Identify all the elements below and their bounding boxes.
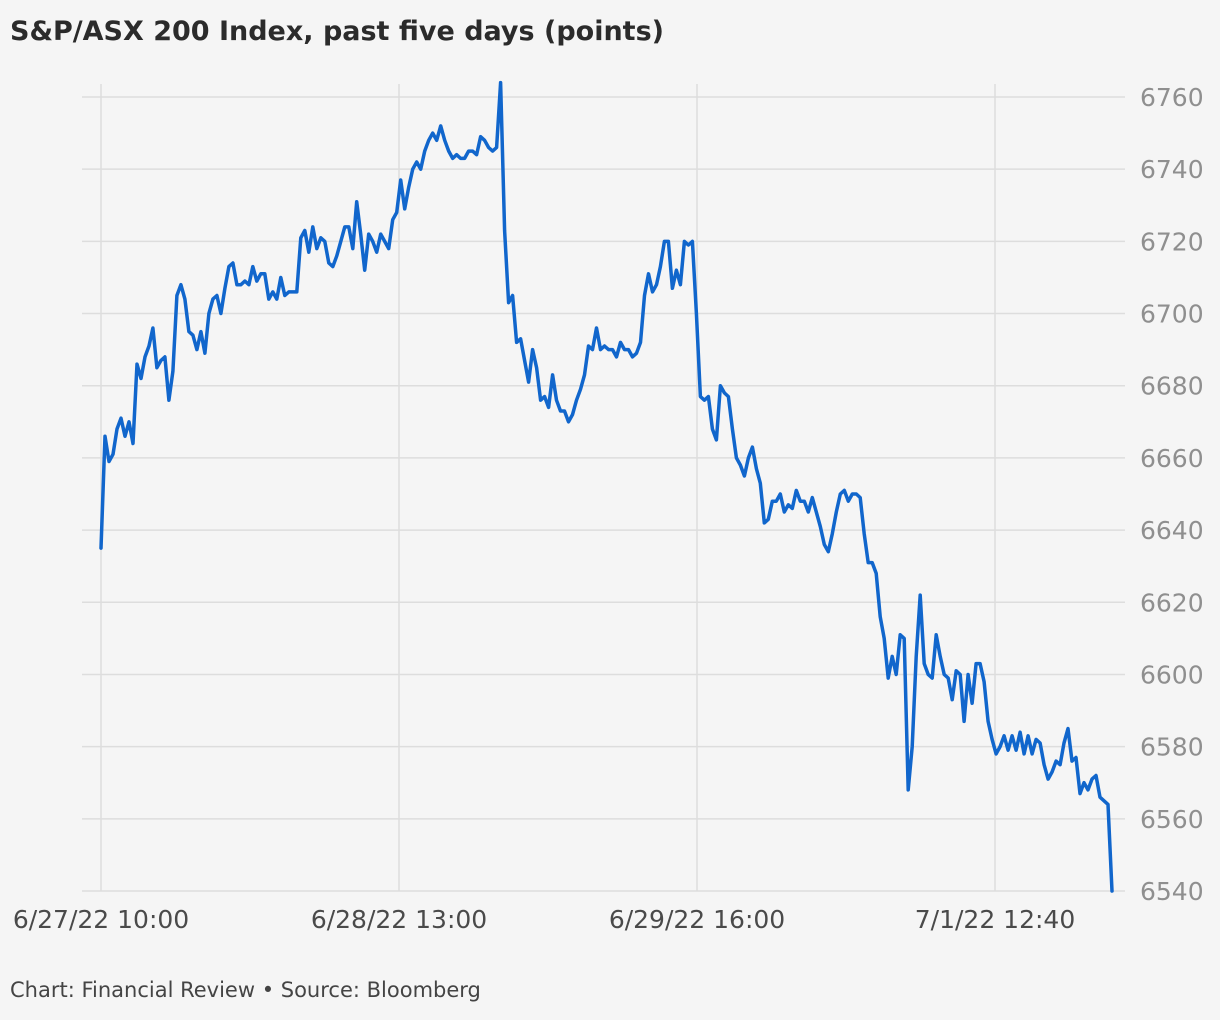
y-tick-label: 6740 — [1140, 155, 1204, 184]
y-tick-label: 6620 — [1140, 588, 1204, 617]
x-axis-ticks: 6/27/22 10:00 6/28/22 13:00 6/29/22 16:00 7… — [13, 905, 1075, 934]
y-tick-label: 6680 — [1140, 372, 1204, 401]
chart-title: S&P/ASX 200 Index, past five days (point… — [10, 16, 664, 47]
grid-lines — [82, 84, 1125, 892]
y-tick-label: 6580 — [1140, 733, 1204, 762]
x-tick-label: 6/29/22 16:00 — [609, 905, 785, 934]
y-tick-label: 6600 — [1140, 660, 1204, 689]
x-tick-label: 6/28/22 13:00 — [311, 905, 487, 934]
y-tick-label: 6560 — [1140, 805, 1204, 834]
y-tick-label: 6660 — [1140, 444, 1204, 473]
y-tick-label: 6640 — [1140, 516, 1204, 545]
x-tick-label: 7/1/22 12:40 — [915, 905, 1075, 934]
series-line — [99, 80, 1114, 893]
y-axis-ticks: 6540 6560 6580 6600 6620 6640 6660 6680 6700 6720… — [1140, 83, 1204, 906]
chart-footer: Chart: Financial Review • Source: Bloomb… — [10, 978, 481, 1002]
x-tick-label: 6/27/22 10:00 — [13, 905, 189, 934]
y-tick-label: 6700 — [1140, 300, 1204, 329]
y-tick-label: 6720 — [1140, 227, 1204, 256]
y-tick-label: 6760 — [1140, 83, 1204, 112]
y-tick-label: 6540 — [1140, 877, 1204, 906]
